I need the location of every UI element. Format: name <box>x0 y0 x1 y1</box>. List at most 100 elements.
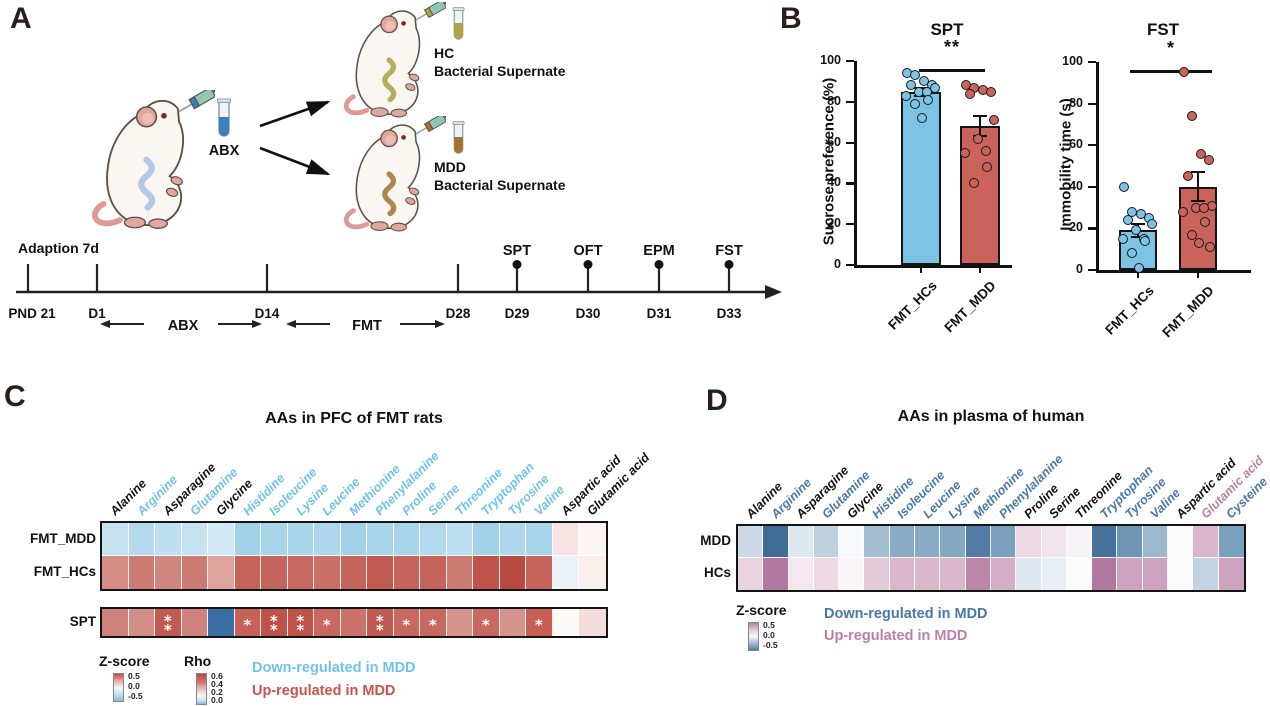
heatmap-cell <box>181 609 208 636</box>
y-tick-label: 60 <box>1069 137 1083 152</box>
heatmap-cell <box>499 556 526 589</box>
data-point <box>960 147 970 158</box>
heatmap-cell <box>1193 558 1219 590</box>
heatmap-cell <box>340 523 367 556</box>
y-tick-label: 100 <box>1062 54 1083 68</box>
phase-label: FMT <box>352 318 382 334</box>
heatmap-cell <box>367 556 394 589</box>
panel-c-label: C <box>4 380 26 413</box>
data-point <box>906 80 916 91</box>
heatmap-cell <box>420 523 447 556</box>
significance-asterisk: * <box>163 611 172 630</box>
y-tick-label: 40 <box>827 175 841 190</box>
data-point <box>973 133 983 144</box>
timeline-day-label: D28 <box>446 306 471 321</box>
panel-c-title: AAs in PFC of FMT rats <box>265 410 443 427</box>
hc-group-name: HC <box>434 45 455 61</box>
heatmap-cell <box>314 523 341 556</box>
data-point <box>1204 154 1214 165</box>
data-point <box>1123 215 1133 226</box>
heatmap-cell <box>128 523 155 556</box>
y-tick <box>1088 269 1096 272</box>
significance-asterisk: * <box>481 616 490 634</box>
hc-group-label: HC Bacterial Supernate <box>434 44 566 80</box>
chart-title: SPT <box>930 20 964 39</box>
pfc-spt-correlation-heatmap: * * * * * * * * * * * * * * <box>100 607 608 638</box>
y-axis <box>854 61 857 266</box>
eye-icon <box>401 21 406 26</box>
significance-asterisk: * <box>269 611 278 630</box>
heatmap-cell <box>314 556 341 589</box>
eye-icon <box>161 112 167 119</box>
data-point <box>1187 111 1197 122</box>
data-point <box>981 145 991 156</box>
tube-icon <box>217 98 231 137</box>
heatmap-cell <box>1168 526 1194 558</box>
heatmap-row-label: HCs <box>703 565 731 580</box>
mdd-group-label: MDD Bacterial Supernate <box>434 158 566 194</box>
heatmap-cell <box>155 556 182 589</box>
significance-asterisk: * <box>428 616 437 634</box>
heatmap-cell <box>552 523 579 556</box>
data-point <box>969 178 979 189</box>
syringe-icon <box>415 0 452 21</box>
x-category-label: FMT_HCs <box>884 278 940 333</box>
y-tick <box>1088 61 1096 64</box>
heatmap-cell <box>128 556 155 589</box>
gut-icon <box>382 57 397 103</box>
heatmap-cell <box>915 558 941 590</box>
heatmap-cell <box>990 526 1017 558</box>
rho-colorbar-ticks: 0.6 0.4 0.2 0.0 <box>211 671 223 705</box>
y-tick <box>846 182 854 185</box>
timeline-event-dot <box>512 260 522 269</box>
heatmap-row-label: MDD <box>700 533 731 548</box>
y-tick-label: 40 <box>1069 178 1083 193</box>
heatmap-row-label: FMT_HCs <box>33 563 96 579</box>
y-tick <box>846 100 854 103</box>
y-tick <box>846 141 854 144</box>
significance-asterisk: * <box>375 620 384 639</box>
error-cap <box>1131 223 1145 226</box>
heatmap-cell <box>473 556 500 589</box>
heatmap-cell <box>940 526 966 558</box>
tail-icon <box>343 208 370 230</box>
timeline-day-label: D31 <box>647 306 672 321</box>
zscore-colorbar-c <box>113 673 124 702</box>
chart-title: FST <box>1146 20 1180 39</box>
heatmap-row <box>102 523 606 556</box>
data-point <box>965 88 975 99</box>
adaption-label: Adaption 7d <box>18 240 99 256</box>
down-regulated-legend-c: Down-regulated in MDD <box>252 660 416 676</box>
heatmap-cell <box>839 558 865 590</box>
heatmap-cell: * * <box>367 609 394 639</box>
heatmap-cell <box>1117 526 1143 558</box>
heatmap-cell <box>340 609 367 636</box>
y-tick <box>1088 185 1096 188</box>
heatmap-cell: * <box>393 609 420 636</box>
heatmap-cell <box>102 556 129 589</box>
data-point <box>910 70 920 81</box>
zscore-legend-title-c: Z-score <box>99 653 150 669</box>
rat-mdd-icon <box>338 112 452 234</box>
data-point <box>1127 248 1137 259</box>
pfc-zscore-heatmap <box>100 521 608 591</box>
heatmap-row-label: FMT_MDD <box>30 530 96 546</box>
phase-arrowhead-icon <box>100 320 110 328</box>
timeline-event-dot <box>583 260 593 269</box>
mdd-group-name: MDD <box>434 159 466 175</box>
heatmap-cell <box>499 523 526 556</box>
heatmap-cell <box>261 523 288 556</box>
heatmap-cell: * <box>526 609 553 636</box>
heatmap-cell <box>181 556 208 589</box>
heatmap-row-label: SPT <box>69 613 96 629</box>
rho-colorbar <box>196 673 207 705</box>
mdd-group-desc: Bacterial Supernate <box>434 177 566 193</box>
timeline-day-label: D33 <box>717 306 742 321</box>
timeline-day-label: D14 <box>255 306 280 321</box>
rat-icon <box>343 112 452 232</box>
x-axis <box>1096 270 1251 273</box>
phase-label: ABX <box>168 318 199 334</box>
heatmap-cell <box>738 526 764 558</box>
significance-asterisk: * <box>296 611 305 630</box>
